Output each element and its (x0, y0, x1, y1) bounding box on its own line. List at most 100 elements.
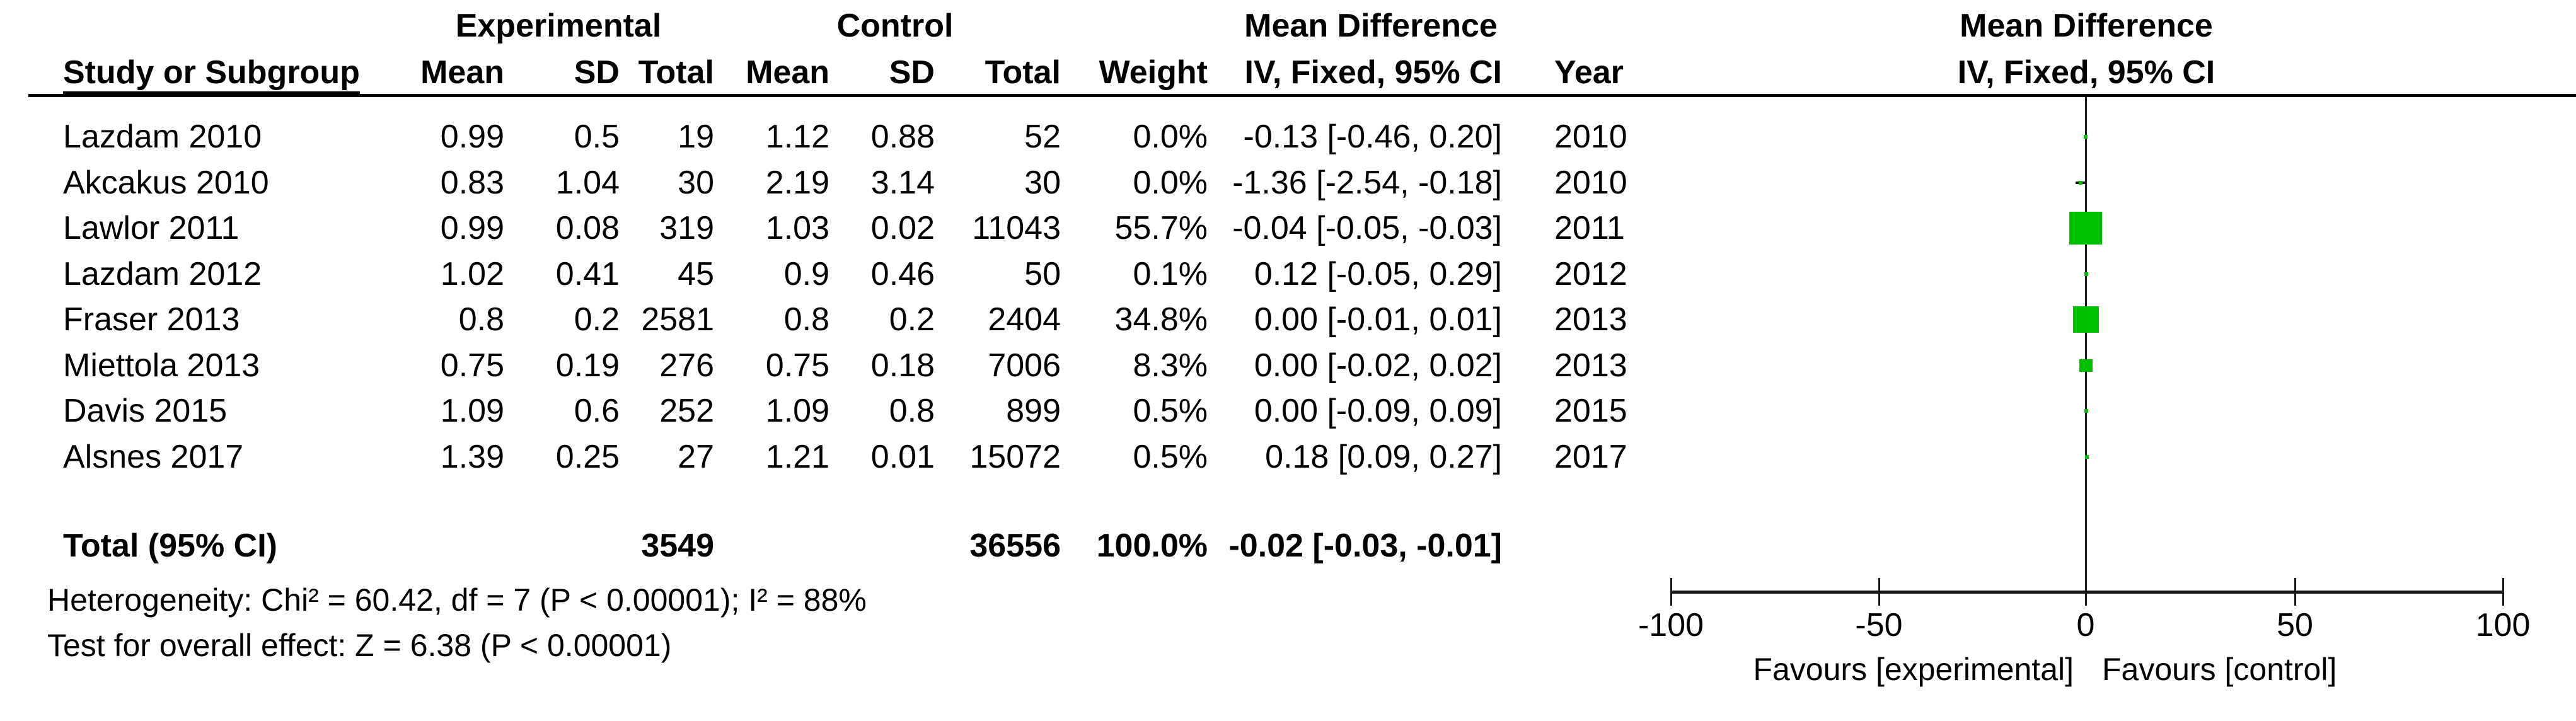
weight: 0.0% (1133, 118, 1208, 155)
ctl-mean: 2.19 (765, 164, 829, 201)
ctl-mean: 1.12 (765, 118, 829, 155)
column-header-ctl-mean: Mean (746, 54, 829, 91)
column-header-study: Study or Subgroup (63, 53, 466, 95)
exp-mean: 0.99 (440, 210, 504, 246)
header-rule (28, 94, 2576, 97)
table-row: Akcakus 2010 0.83 1.04 30 2.19 3.14 30 0… (0, 163, 1702, 202)
ci-text: 0.00 [-0.01, 0.01] (1254, 301, 1502, 338)
exp-sd: 0.08 (555, 210, 620, 246)
weight: 0.5% (1133, 393, 1208, 429)
total-exp-total: 3549 (641, 528, 714, 564)
exp-sd: 0.6 (574, 393, 620, 429)
exp-sd: 0.5 (574, 118, 620, 155)
study-label: Akcakus 2010 (63, 164, 269, 201)
exp-total: 45 (678, 256, 714, 292)
study-label: Lazdam 2012 (63, 256, 262, 292)
group-header-mean-difference: Mean Difference (1244, 8, 1498, 44)
total-ci-text: -0.02 [-0.03, -0.01] (1228, 528, 1502, 564)
exp-sd: 0.19 (555, 347, 620, 384)
table-row: Miettola 2013 0.75 0.19 276 0.75 0.18 70… (0, 346, 1702, 385)
overall-effect-line: Test for overall effect: Z = 6.38 (P < 0… (47, 628, 672, 663)
study-weight-square (2072, 306, 2099, 333)
ctl-sd: 0.18 (870, 347, 935, 384)
study-label: Miettola 2013 (63, 347, 260, 384)
exp-total: 30 (678, 164, 714, 201)
group-header-experimental: Experimental (455, 8, 662, 44)
column-header-ctl-total: Total (985, 54, 1061, 91)
study-label: Davis 2015 (63, 393, 228, 429)
study-label: Fraser 2013 (63, 301, 240, 338)
column-header-weight: Weight (1099, 54, 1208, 91)
axis-tick (1878, 578, 1880, 606)
ci-text: 0.00 [-0.09, 0.09] (1254, 393, 1502, 429)
table-row: Alsnes 2017 1.39 0.25 27 1.21 0.01 15072… (0, 437, 1702, 476)
exp-sd: 0.25 (555, 439, 620, 475)
ctl-total: 7006 (988, 347, 1061, 384)
ctl-total: 15072 (969, 439, 1061, 475)
exp-mean: 0.99 (440, 118, 504, 155)
ctl-mean: 0.9 (783, 256, 829, 292)
table-row: Davis 2015 1.09 0.6 252 1.09 0.8 899 0.5… (0, 391, 1702, 430)
ci-text: -0.13 [-0.46, 0.20] (1243, 118, 1503, 155)
exp-total: 2581 (641, 301, 714, 338)
exp-total: 19 (678, 118, 714, 155)
ctl-mean: 0.75 (765, 347, 829, 384)
ctl-total: 30 (1024, 164, 1061, 201)
weight: 0.0% (1133, 164, 1208, 201)
weight: 55.7% (1114, 210, 1208, 246)
ctl-sd: 0.01 (870, 439, 935, 475)
study-weight-square (2079, 359, 2093, 372)
total-weight: 100.0% (1096, 528, 1208, 564)
plot-header-ci: IV, Fixed, 95% CI (1957, 54, 2215, 91)
axis-tick-label: 0 (2076, 607, 2095, 643)
exp-mean: 1.09 (440, 393, 504, 429)
ctl-total: 11043 (972, 210, 1061, 246)
ctl-sd: 0.2 (889, 301, 935, 338)
column-header-ci: IV, Fixed, 95% CI (1244, 54, 1502, 91)
year: 2010 (1554, 164, 1627, 201)
zero-effect-line (2085, 97, 2087, 594)
exp-mean: 0.8 (458, 301, 504, 338)
ci-text: 0.12 [-0.05, 0.29] (1254, 256, 1502, 292)
study-weight-square (2084, 272, 2089, 276)
exp-total: 276 (659, 347, 714, 384)
study-label: Alsnes 2017 (63, 439, 244, 475)
heterogeneity-line: Heterogeneity: Chi² = 60.42, df = 7 (P <… (47, 582, 867, 618)
ctl-sd: 0.8 (889, 393, 935, 429)
axis-tick (1670, 578, 1672, 606)
column-header-exp-total: Total (638, 54, 714, 91)
year: 2015 (1554, 393, 1627, 429)
exp-sd: 1.04 (555, 164, 620, 201)
ctl-total: 899 (1006, 393, 1061, 429)
ctl-mean: 1.21 (765, 439, 829, 475)
year: 2012 (1554, 256, 1627, 292)
exp-mean: 0.75 (440, 347, 504, 384)
exp-sd: 0.2 (574, 301, 620, 338)
column-header-exp-sd: SD (574, 54, 620, 91)
ctl-mean: 1.03 (765, 210, 829, 246)
exp-total: 319 (659, 210, 714, 246)
study-weight-square (2084, 455, 2089, 459)
table-row: Lawlor 2011 0.99 0.08 319 1.03 0.02 1104… (0, 209, 1702, 248)
column-header-year: Year (1554, 54, 1624, 91)
ctl-sd: 3.14 (870, 164, 935, 201)
ctl-mean: 1.09 (765, 393, 829, 429)
weight: 0.1% (1133, 256, 1208, 292)
ctl-total: 52 (1024, 118, 1061, 155)
axis-tick (2294, 578, 2296, 606)
exp-mean: 1.02 (440, 256, 504, 292)
group-header-control: Control (836, 8, 954, 44)
exp-mean: 0.83 (440, 164, 504, 201)
total-row: Total (95% CI) 3549 36556 100.0% -0.02 [… (0, 526, 1702, 565)
ci-text: -0.04 [-0.05, -0.03] (1232, 210, 1502, 246)
weight: 34.8% (1114, 301, 1208, 338)
ctl-total: 2404 (988, 301, 1061, 338)
year: 2017 (1554, 439, 1627, 475)
table-row: Fraser 2013 0.8 0.2 2581 0.8 0.2 2404 34… (0, 300, 1702, 339)
ctl-sd: 0.02 (870, 210, 935, 246)
ctl-mean: 0.8 (783, 301, 829, 338)
ci-text: 0.00 [-0.02, 0.02] (1254, 347, 1502, 384)
column-header-exp-mean: Mean (420, 54, 504, 91)
exp-total: 27 (678, 439, 714, 475)
total-label: Total (95% CI) (63, 528, 277, 564)
